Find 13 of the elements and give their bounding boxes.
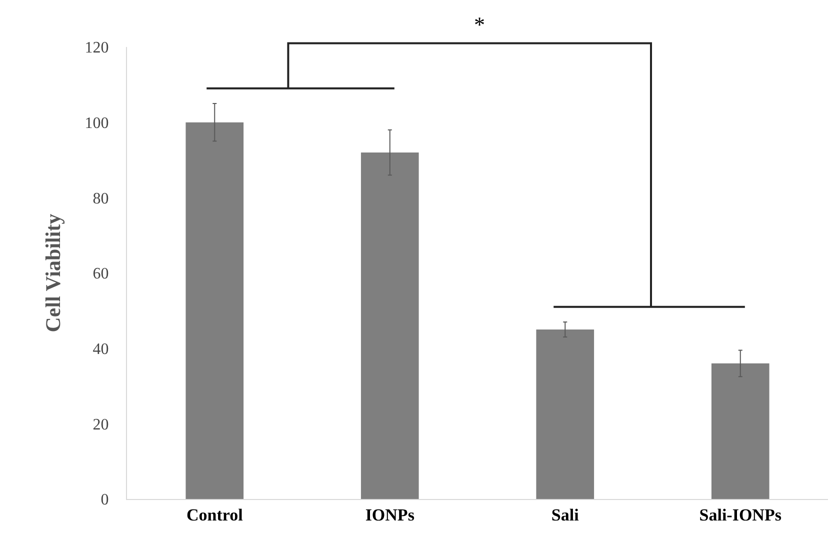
x-tick-label: Sali-IONPs (699, 505, 782, 524)
y-tick-label: 120 (84, 40, 109, 57)
text: * (474, 12, 485, 37)
y-tick-label: 60 (92, 266, 109, 283)
y-axis-title: Cell Viability (40, 213, 65, 332)
y-tick-label: 20 (92, 416, 109, 434)
y-tick-label: 100 (84, 114, 109, 132)
x-tick-label: Control (186, 505, 244, 524)
x-tick-label: IONPs (365, 505, 415, 524)
y-tick-label: 40 (92, 340, 109, 358)
x-tick-label: Sali (551, 505, 580, 524)
y-tick-label: 80 (92, 190, 109, 208)
y-tick-label: 0 (100, 492, 109, 509)
